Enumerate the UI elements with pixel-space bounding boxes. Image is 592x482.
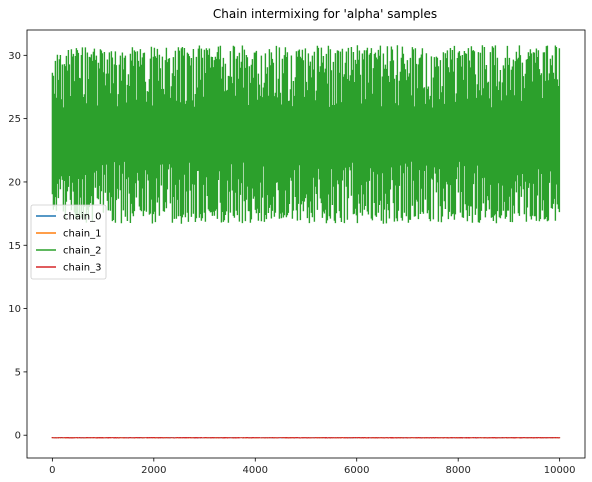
y-tick-label: 10 [8,304,21,315]
y-tick-label: 5 [15,367,21,378]
x-tick-label: 0 [49,465,55,476]
legend-label: chain_1 [63,229,101,240]
y-tick-label: 30 [8,51,21,62]
series-layer [52,45,559,438]
x-tick-label: 6000 [344,465,369,476]
legend-label: chain_0 [63,212,101,223]
y-tick-label: 25 [8,114,21,125]
x-tick-label: 10000 [544,465,576,476]
y-tick-label: 20 [8,177,21,188]
x-axis: 0 2000 4000 6000 8000 10000 [49,458,575,476]
y-tick-label: 15 [8,241,21,252]
legend-label: chain_3 [63,263,101,274]
legend-label: chain_2 [63,246,101,257]
y-tick-label: 0 [15,431,21,442]
x-tick-label: 4000 [243,465,268,476]
x-tick-label: 2000 [141,465,166,476]
chart-title: Chain intermixing for 'alpha' samples [213,7,437,21]
legend: chain_0 chain_1 chain_2 chain_3 [31,205,106,279]
series-line-chain-2 [52,45,559,223]
y-axis: 0 5 10 15 20 25 30 [8,51,27,442]
x-tick-label: 8000 [445,465,470,476]
